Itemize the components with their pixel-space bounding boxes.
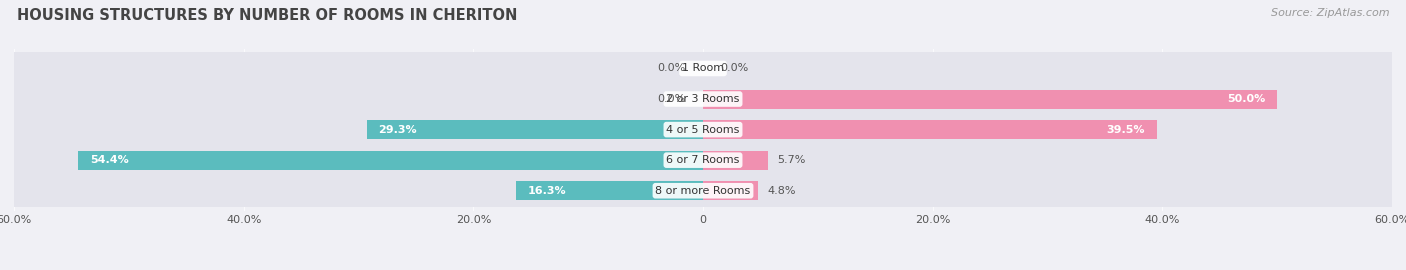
Text: 4 or 5 Rooms: 4 or 5 Rooms — [666, 124, 740, 135]
Bar — [703, 181, 758, 200]
Bar — [14, 82, 1392, 116]
Bar — [703, 151, 769, 170]
Text: 8 or more Rooms: 8 or more Rooms — [655, 186, 751, 196]
Bar — [367, 120, 703, 139]
Text: 0.0%: 0.0% — [720, 63, 748, 73]
Bar — [79, 151, 703, 170]
Bar — [14, 144, 1392, 177]
Text: 6 or 7 Rooms: 6 or 7 Rooms — [666, 155, 740, 165]
Bar — [703, 120, 1157, 139]
Text: HOUSING STRUCTURES BY NUMBER OF ROOMS IN CHERITON: HOUSING STRUCTURES BY NUMBER OF ROOMS IN… — [17, 8, 517, 23]
Text: 39.5%: 39.5% — [1107, 124, 1144, 135]
Text: 5.7%: 5.7% — [778, 155, 806, 165]
Text: 29.3%: 29.3% — [378, 124, 416, 135]
Bar — [516, 181, 703, 200]
Text: 0.0%: 0.0% — [658, 94, 686, 104]
Text: 54.4%: 54.4% — [90, 155, 128, 165]
Text: 50.0%: 50.0% — [1227, 94, 1265, 104]
Text: 16.3%: 16.3% — [527, 186, 567, 196]
Text: 4.8%: 4.8% — [768, 186, 796, 196]
Bar — [14, 52, 1392, 85]
Bar — [703, 90, 1277, 109]
Bar — [14, 113, 1392, 146]
Text: 0.0%: 0.0% — [658, 63, 686, 73]
Text: Source: ZipAtlas.com: Source: ZipAtlas.com — [1271, 8, 1389, 18]
Text: 2 or 3 Rooms: 2 or 3 Rooms — [666, 94, 740, 104]
Bar — [14, 174, 1392, 207]
Text: 1 Room: 1 Room — [682, 63, 724, 73]
